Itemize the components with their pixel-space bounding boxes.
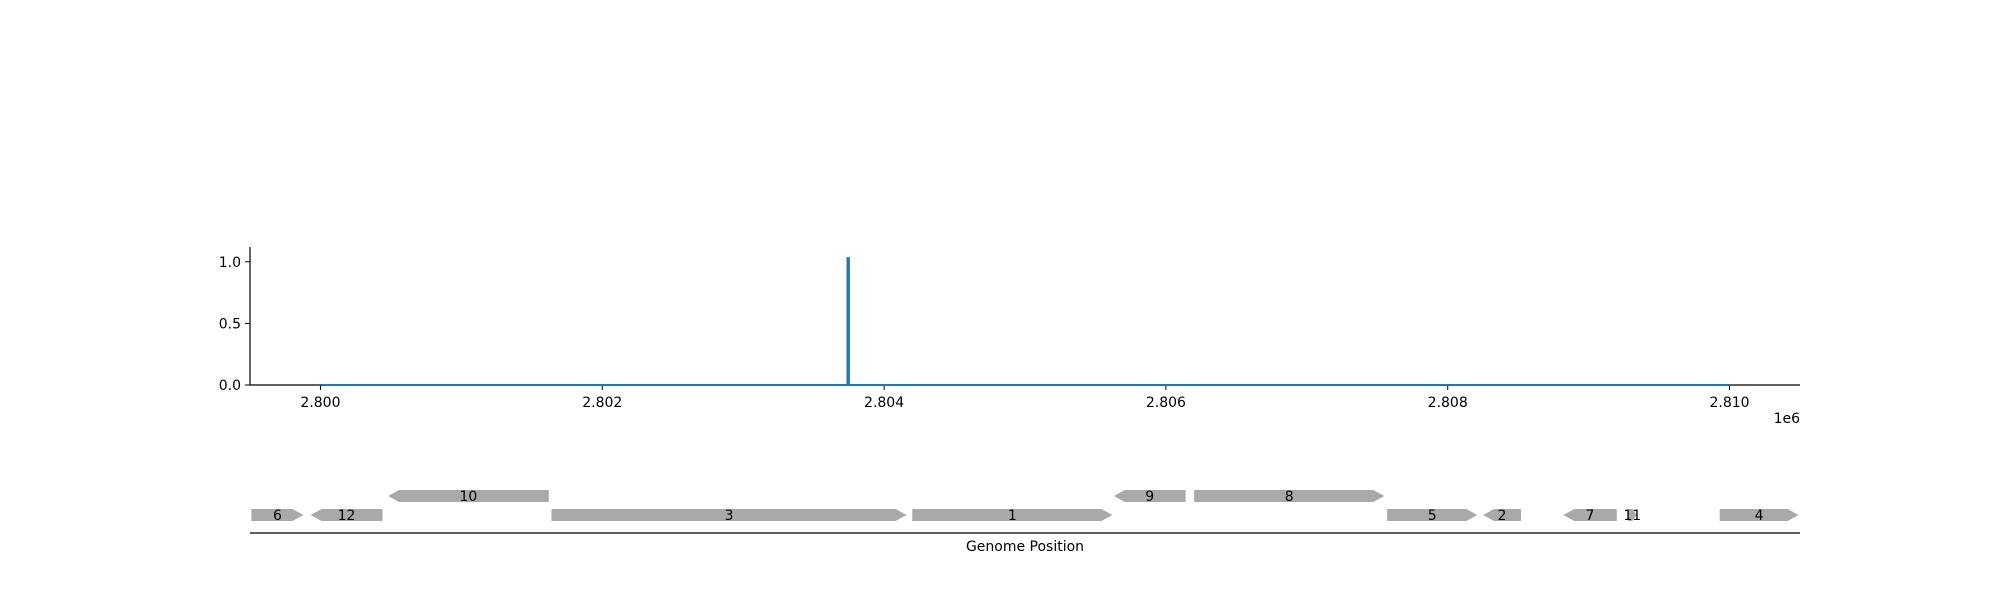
y-tick-label: 1.0 xyxy=(219,255,241,271)
gene-6 xyxy=(251,509,304,521)
gene-label-12: 12 xyxy=(338,508,356,524)
gene-10 xyxy=(388,490,549,502)
x-axis-label: Genome Position xyxy=(966,539,1084,555)
gene-12 xyxy=(310,509,383,521)
gene-7 xyxy=(1563,509,1617,521)
gene-track: 6 12 10 3 1 9 8 5 2 7 11 4 xyxy=(250,489,1800,534)
gene-label-8: 8 xyxy=(1285,489,1294,505)
gene-3 xyxy=(551,509,907,521)
gene-11 xyxy=(1628,509,1637,521)
y-tick-label: 0.0 xyxy=(219,378,241,394)
y-tick-label: 0.5 xyxy=(219,316,241,332)
gene-label-11: 11 xyxy=(1623,508,1641,524)
gene-label-5: 5 xyxy=(1428,508,1437,524)
gene-8 xyxy=(1194,490,1385,502)
gene-9 xyxy=(1113,490,1186,502)
x-tick-label: 2.804 xyxy=(864,395,904,411)
x-offset-label: 1e6 xyxy=(1774,411,1801,427)
gene-label-9: 9 xyxy=(1145,489,1154,505)
x-tick-label: 2.808 xyxy=(1428,395,1468,411)
gene-label-3: 3 xyxy=(725,508,734,524)
gene-label-4: 4 xyxy=(1755,508,1764,524)
gene-5 xyxy=(1387,509,1478,521)
x-tick-label: 2.810 xyxy=(1709,395,1749,411)
x-tick-label: 2.800 xyxy=(300,395,340,411)
coverage-line xyxy=(320,257,1730,386)
coverage-plot: 0.0 0.5 1.0 2.800 2.802 2.804 2.806 2.808 2.810 xyxy=(219,247,1800,411)
x-tick-label: 2.802 xyxy=(582,395,622,411)
gene-label-7: 7 xyxy=(1586,508,1595,524)
gene-2 xyxy=(1483,509,1521,521)
gene-4 xyxy=(1719,509,1799,521)
gene-label-1: 1 xyxy=(1008,508,1017,524)
gene-1 xyxy=(912,509,1113,521)
gene-label-6: 6 xyxy=(273,508,282,524)
gene-label-2: 2 xyxy=(1498,508,1507,524)
x-tick-label: 2.806 xyxy=(1146,395,1186,411)
gene-label-10: 10 xyxy=(459,489,477,505)
